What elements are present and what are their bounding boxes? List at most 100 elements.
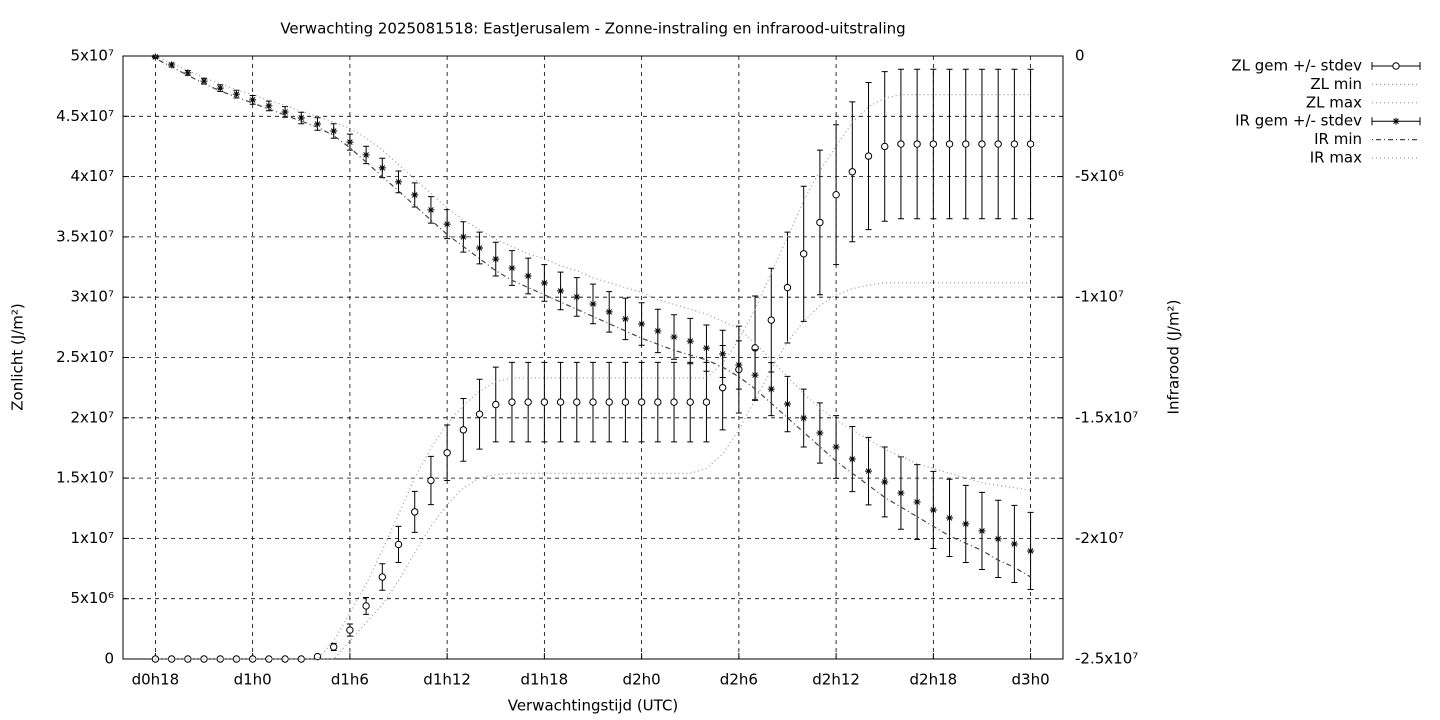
marker-star bbox=[200, 77, 208, 85]
marker-circle bbox=[427, 476, 435, 485]
marker-circle bbox=[605, 398, 613, 406]
plot-frame bbox=[122, 55, 1064, 660]
marker-star bbox=[168, 61, 176, 69]
marker-star bbox=[686, 337, 694, 345]
y-tick-label: 4x10⁷ bbox=[70, 167, 114, 185]
y-tick-label: 1.5x10⁷ bbox=[56, 469, 114, 487]
marker-star bbox=[184, 69, 192, 77]
chart-title: Verwachting 2025081518: EastJerusalem - … bbox=[280, 20, 905, 38]
marker-star bbox=[589, 300, 597, 308]
marker-circle bbox=[864, 152, 873, 160]
marker-circle bbox=[394, 540, 403, 549]
marker-star bbox=[913, 498, 921, 506]
marker-star bbox=[427, 206, 435, 214]
x-tick-label: d2h12 bbox=[812, 671, 860, 689]
marker-star bbox=[524, 272, 532, 280]
marker-star bbox=[1392, 117, 1400, 125]
marker-star bbox=[654, 327, 662, 335]
x-axis-label: Verwachtingstijd (UTC) bbox=[508, 697, 679, 715]
marker-circle bbox=[459, 426, 468, 434]
x-tick-label: d3h0 bbox=[1012, 671, 1050, 689]
marker-circle bbox=[654, 398, 662, 406]
marker-circle bbox=[945, 140, 954, 148]
y-tick-label: 2.5x10⁷ bbox=[56, 348, 114, 366]
marker-star bbox=[297, 114, 305, 122]
marker-circle bbox=[832, 190, 840, 199]
x-tick-label: d1h0 bbox=[234, 671, 272, 689]
marker-star bbox=[378, 164, 386, 172]
marker-circle bbox=[962, 140, 970, 148]
marker-circle bbox=[508, 398, 516, 406]
y-tick-label: 3x10⁷ bbox=[70, 288, 114, 306]
marker-star bbox=[346, 138, 354, 146]
x-tick-label: d1h12 bbox=[423, 671, 471, 689]
marker-star bbox=[800, 414, 808, 422]
marker-star bbox=[281, 108, 289, 116]
marker-circle bbox=[913, 140, 921, 148]
marker-circle bbox=[881, 142, 889, 151]
marker-star bbox=[573, 293, 581, 301]
x-tick-label: d2h6 bbox=[720, 671, 758, 689]
marker-circle bbox=[718, 383, 727, 392]
marker-star bbox=[816, 429, 824, 437]
marker-star bbox=[832, 443, 840, 451]
marker-star bbox=[605, 308, 613, 316]
marker-star bbox=[946, 514, 954, 522]
marker-star bbox=[848, 455, 856, 463]
x-tick-label: d2h18 bbox=[910, 671, 958, 689]
y2-tick-label: -2x10⁷ bbox=[1075, 529, 1124, 547]
series-line bbox=[155, 55, 1031, 491]
marker-star bbox=[232, 90, 240, 98]
marker-circle bbox=[524, 398, 532, 406]
y-tick-label: 0 bbox=[104, 650, 114, 668]
marker-star bbox=[735, 361, 743, 369]
marker-circle bbox=[767, 316, 775, 324]
marker-circle bbox=[702, 398, 711, 406]
marker-circle bbox=[329, 643, 338, 651]
marker-circle bbox=[897, 140, 905, 148]
marker-star bbox=[443, 220, 451, 228]
marker-star bbox=[362, 151, 370, 159]
marker-star bbox=[702, 344, 710, 352]
legend-label: ZL min bbox=[1310, 75, 1362, 93]
y2-tick-label: -2.5x10⁷ bbox=[1075, 650, 1138, 668]
marker-circle bbox=[411, 508, 419, 516]
legend-label: IR min bbox=[1314, 130, 1362, 148]
y-tick-label: 4.5x10⁷ bbox=[56, 107, 114, 125]
marker-circle bbox=[297, 655, 305, 663]
y-tick-label: 1x10⁷ bbox=[70, 529, 114, 547]
marker-circle bbox=[362, 602, 370, 610]
marker-circle bbox=[621, 398, 630, 406]
marker-circle bbox=[573, 398, 581, 406]
marker-star bbox=[881, 478, 889, 486]
marker-star bbox=[411, 191, 419, 199]
y2-tick-label: -5x10⁶ bbox=[1075, 167, 1124, 185]
marker-star bbox=[719, 350, 727, 358]
marker-star bbox=[962, 520, 970, 528]
legend-label: ZL max bbox=[1306, 93, 1362, 111]
legend-label: IR max bbox=[1310, 149, 1362, 167]
y-tick-label: 5x10⁷ bbox=[70, 47, 114, 65]
marker-circle bbox=[816, 218, 824, 227]
y2-axis-label: Infrarood (J/m²) bbox=[1165, 300, 1183, 415]
marker-circle bbox=[670, 398, 678, 406]
x-tick-label: d2h0 bbox=[623, 671, 661, 689]
marker-circle bbox=[248, 655, 257, 663]
marker-star bbox=[1010, 540, 1018, 548]
marker-circle bbox=[1026, 140, 1035, 148]
marker-star bbox=[751, 371, 759, 379]
marker-star bbox=[313, 120, 321, 128]
marker-star bbox=[459, 233, 467, 241]
marker-star bbox=[621, 315, 629, 323]
marker-circle bbox=[346, 626, 354, 634]
marker-circle bbox=[929, 140, 938, 148]
series-line bbox=[155, 93, 1031, 660]
marker-star bbox=[638, 320, 646, 328]
marker-circle bbox=[540, 398, 549, 406]
marker-star bbox=[216, 84, 224, 92]
marker-circle bbox=[556, 398, 565, 406]
marker-circle bbox=[443, 449, 451, 457]
marker-circle bbox=[589, 398, 597, 406]
marker-circle bbox=[281, 655, 289, 663]
